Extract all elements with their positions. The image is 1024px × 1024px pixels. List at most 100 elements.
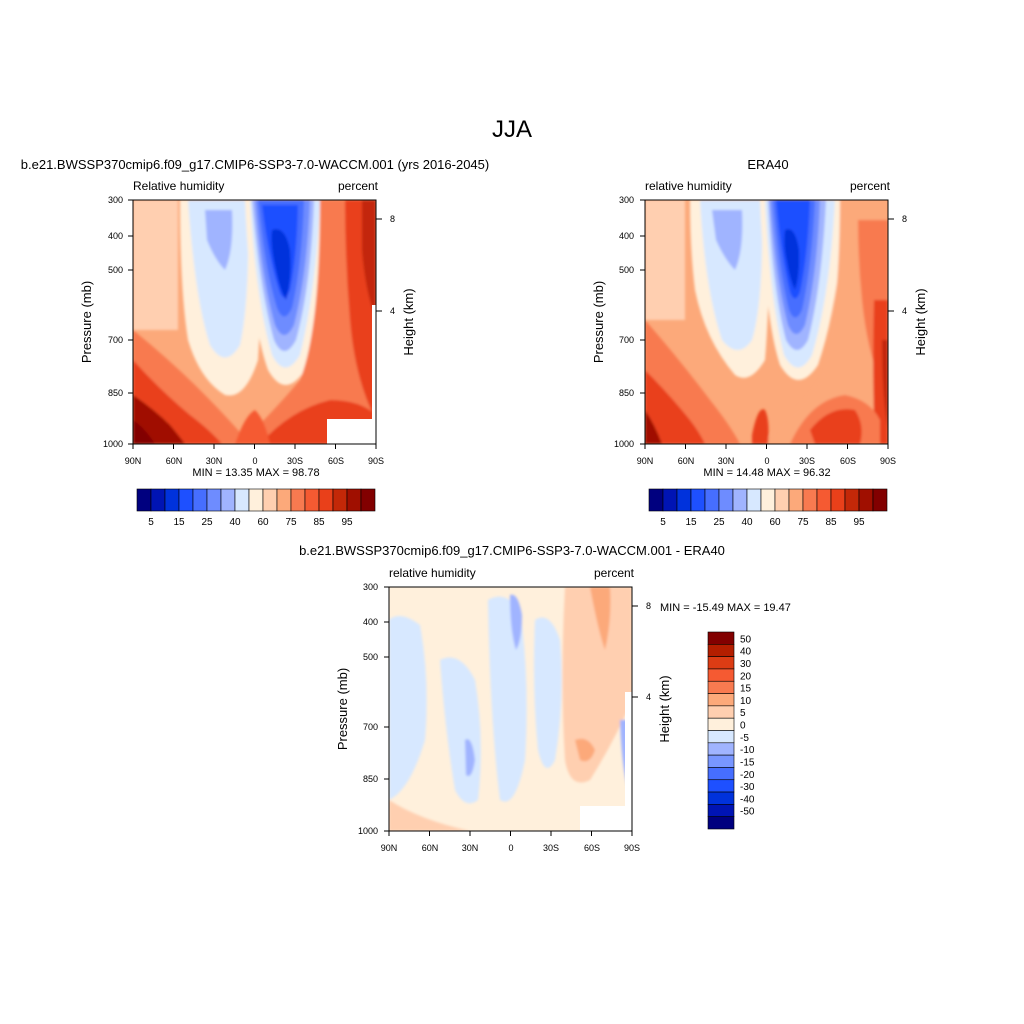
colorbar-label: 15 [173, 517, 185, 528]
region-core-south [784, 229, 800, 290]
colorbar-label: -40 [740, 794, 755, 805]
colorbar-obs: 5 15 25 40 60 75 85 95 [648, 488, 888, 528]
panel-obs: ERA40 relative humidity percent [591, 157, 928, 528]
x-tick-label: 30S [799, 456, 815, 466]
colorbar-label: 85 [825, 517, 837, 528]
colorbar-label: 25 [713, 517, 725, 528]
panel-model-units: percent [338, 179, 379, 193]
x-tick-label: 60S [584, 843, 600, 853]
y-axis-right-model: Height (km) 8 4 [376, 214, 416, 356]
colorbar-swatch [206, 488, 222, 512]
y-axis-label-obs: Pressure (mb) [591, 281, 606, 363]
colorbar-swatch [248, 488, 264, 512]
contour-field-obs [645, 200, 888, 444]
colorbar-swatch [150, 488, 166, 512]
colorbar-swatch [844, 488, 860, 512]
colorbar-swatch [746, 488, 762, 512]
colorbar-label: 60 [769, 517, 781, 528]
x-tick-label: 90S [368, 456, 384, 466]
colorbar-swatch [858, 488, 874, 512]
stats-obs: MIN = 14.48 MAX = 96.32 [703, 467, 830, 479]
missing-data-edge [372, 305, 376, 419]
region-orange-south [590, 587, 611, 650]
x-tick-label: 0 [764, 456, 769, 466]
region-red-equator-low [235, 410, 270, 444]
colorbar-label: 0 [740, 721, 746, 732]
colorbar-swatch [718, 488, 734, 512]
colorbar-model: 5 15 25 40 60 75 85 95 [136, 488, 376, 528]
y-tick-label: 1000 [614, 439, 634, 449]
colorbar-label: -10 [740, 745, 755, 756]
y-right-tick-label: 8 [646, 601, 651, 611]
colorbar-swatch [788, 488, 804, 512]
x-tick-label: 60N [166, 456, 183, 466]
panel-diff-units: percent [594, 566, 635, 580]
colorbar-label: 95 [341, 517, 353, 528]
y-axis-model: Pressure (mb) 300 400 500 700 850 1000 [79, 195, 133, 449]
colorbar-label: 30 [740, 659, 752, 670]
y-tick-label: 400 [363, 617, 378, 627]
colorbar-swatch [707, 742, 735, 756]
colorbar-label: 60 [257, 517, 269, 528]
colorbar-label: 15 [685, 517, 697, 528]
colorbar-swatch [707, 668, 735, 682]
region-red-equator-low [752, 409, 769, 444]
colorbar-swatch [707, 816, 735, 830]
region-lightblue-north [700, 200, 763, 350]
colorbar-swatch [707, 656, 735, 670]
x-tick-label: 60S [328, 456, 344, 466]
colorbar-label: 5 [148, 517, 154, 528]
colorbar-swatch [707, 730, 735, 744]
colorbar-label: 10 [740, 696, 752, 707]
y-right-tick-label: 4 [390, 306, 395, 316]
y-axis-right-label-diff: Height (km) [657, 675, 672, 742]
y-tick-label: 300 [363, 582, 378, 592]
x-tick-label: 30N [206, 456, 223, 466]
colorbar-swatch [192, 488, 208, 512]
y-tick-label: 500 [108, 265, 123, 275]
y-axis-right-obs: Height (km) 8 4 [888, 214, 928, 356]
x-tick-label: 90S [624, 843, 640, 853]
x-tick-label: 30S [543, 843, 559, 853]
colorbar-swatch [707, 631, 735, 645]
colorbar-swatch [136, 488, 152, 512]
missing-data-edge [625, 692, 632, 806]
colorbar-label: -20 [740, 770, 755, 781]
colorbar-swatch [707, 791, 735, 805]
colorbar-swatch [648, 488, 664, 512]
y-tick-label: 1000 [358, 826, 378, 836]
y-tick-label: 700 [363, 722, 378, 732]
contour-field-diff [389, 587, 632, 831]
region-paleblue-equator [510, 594, 522, 650]
colorbar-swatch [262, 488, 278, 512]
colorbar-swatch [732, 488, 748, 512]
x-tick-label: 30S [287, 456, 303, 466]
colorbar-swatch [332, 488, 348, 512]
colorbar-swatch [816, 488, 832, 512]
region-blue-south [534, 617, 562, 768]
colorbar-label: 40 [741, 517, 753, 528]
y-tick-label: 500 [619, 265, 634, 275]
colorbar-swatch [704, 488, 720, 512]
colorbar-swatch [707, 717, 735, 731]
y-axis-right-label-model: Height (km) [401, 288, 416, 355]
colorbar-swatch [707, 705, 735, 719]
colorbar-swatch [690, 488, 706, 512]
region-red-south-low [810, 409, 862, 444]
y-right-tick-label: 4 [646, 692, 651, 702]
x-tick-label: 90N [381, 843, 398, 853]
panel-diff-title: b.e21.BWSSP370cmip6.f09_g17.CMIP6-SSP3-7… [299, 543, 725, 558]
colorbar-label: -30 [740, 782, 755, 793]
region-darkest-corner [133, 420, 155, 444]
region-lightblue-north [188, 200, 249, 358]
x-tick-label: 60N [678, 456, 695, 466]
region-red-south-edge [873, 300, 888, 444]
colorbar-swatch [220, 488, 236, 512]
y-tick-label: 500 [363, 652, 378, 662]
x-tick-label: 90S [880, 456, 896, 466]
y-axis-obs: Pressure (mb) 300 400 500 700 850 1000 [591, 195, 645, 449]
x-tick-label: 60S [840, 456, 856, 466]
y-tick-label: 700 [108, 335, 123, 345]
y-right-tick-label: 8 [390, 214, 395, 224]
panel-obs-units: percent [850, 179, 891, 193]
